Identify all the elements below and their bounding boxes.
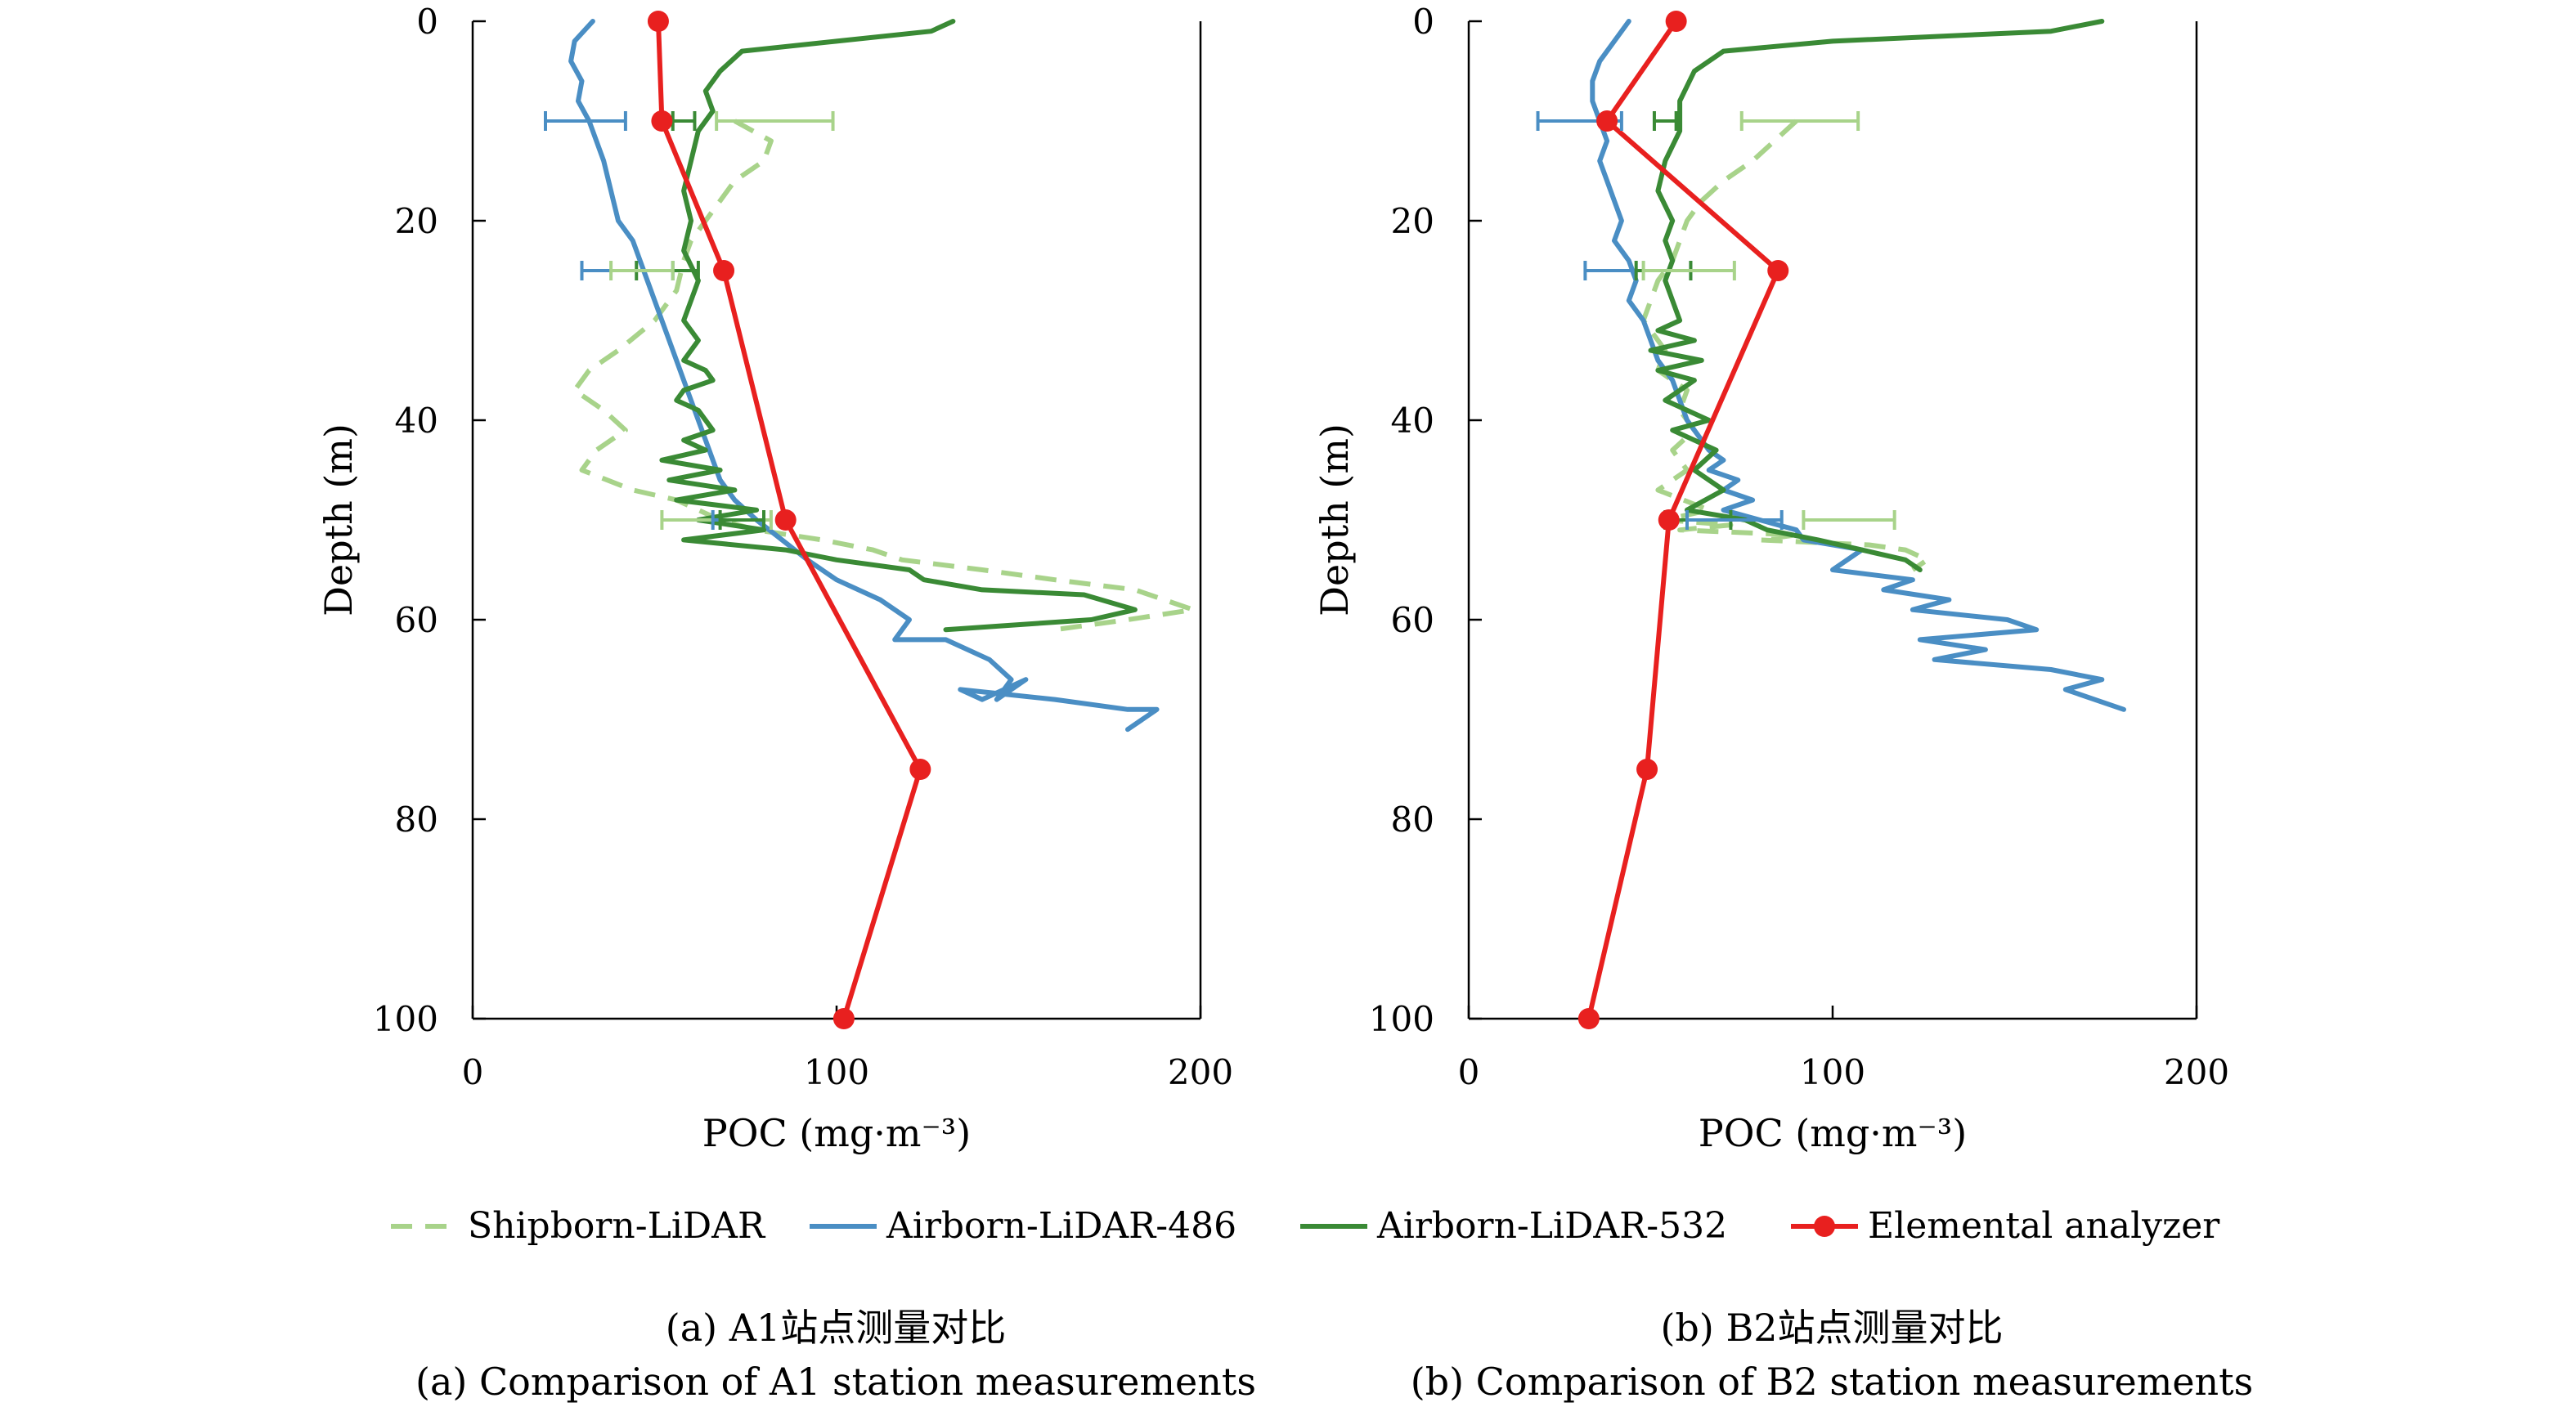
panel-a-x-tick-label: 0 [462, 1052, 484, 1092]
panel-b-y-axis-title: Depth (m) [1313, 423, 1357, 616]
panel-a-chart: 0 20 40 60 80 100 0 100 200 POC (mg·m⁻³) Depth (m) [316, 2, 1233, 1155]
panel-a-point-elemental-analyzer [713, 260, 735, 281]
panel-b-y-tick-label: 20 [1391, 201, 1434, 241]
panel-a-point-elemental-analyzer [909, 759, 931, 780]
legend-marker-elemental-analyzer [1814, 1216, 1835, 1237]
caption-a-en: (a) Comparison of A1 station measurement… [415, 1360, 1256, 1404]
legend-item-shipborn-lidar: Shipborn-LiDAR [391, 1205, 766, 1247]
panel-b-y-tick-label: 0 [1412, 2, 1434, 42]
panel-b-error-bar-airborn-lidar-486 [1685, 510, 1784, 530]
panel-a-y-tick-label: 60 [395, 600, 438, 640]
panel-b-y-tick-label: 100 [1369, 999, 1434, 1039]
panel-b-point-elemental-analyzer [1658, 509, 1680, 531]
panel-a-y-tick-label: 0 [416, 2, 438, 42]
panel-b-plot-area [1536, 19, 2126, 1021]
panel-a-y-tick-label: 20 [395, 201, 438, 241]
legend-label-shipborn-lidar: Shipborn-LiDAR [468, 1205, 766, 1247]
panel-a-x-tick-label: 200 [1168, 1052, 1233, 1092]
panel-b-point-elemental-analyzer [1767, 260, 1789, 281]
panel-b-point-elemental-analyzer [1596, 110, 1618, 132]
panel-a-error-bar-shipborn-lidar [715, 111, 835, 131]
legend-item-airborn-lidar-532: Airborn-LiDAR-532 [1300, 1205, 1727, 1247]
panel-a-point-elemental-analyzer [647, 11, 669, 32]
panel-a-series-airborn-lidar-486 [568, 19, 1160, 733]
panel-b-x-tick-label: 200 [2164, 1052, 2229, 1092]
panel-b-x-tick-label: 0 [1458, 1052, 1480, 1092]
legend-item-airborn-lidar-486: Airborn-LiDAR-486 [810, 1205, 1236, 1247]
panel-a-point-elemental-analyzer [774, 509, 797, 531]
legend-label-elemental-analyzer: Elemental analyzer [1868, 1205, 2220, 1247]
legend: Shipborn-LiDAR Airborn-LiDAR-486 Airborn… [391, 1205, 2220, 1247]
panel-b-series-elemental-analyzer [1586, 19, 1781, 1021]
panel-b-x-tick-label: 100 [1800, 1052, 1865, 1092]
panel-a-x-axis-title: POC (mg·m⁻³) [702, 1111, 971, 1155]
panel-b-series-airborn-lidar-486 [1590, 19, 2126, 712]
panel-a-series-elemental-analyzer [656, 19, 923, 1021]
panel-a-y-tick-label: 40 [395, 401, 438, 441]
caption-a-zh: (a) A1站点测量对比 [666, 1306, 1006, 1350]
panel-b-series-shipborn-lidar [1640, 119, 1930, 572]
panel-b-y-tick-label: 60 [1391, 600, 1434, 640]
panel-a-series-shipborn-lidar [572, 119, 1196, 633]
caption-b-en: (b) Comparison of B2 station measurement… [1411, 1360, 2254, 1404]
panel-b-point-elemental-analyzer [1636, 759, 1658, 780]
panel-a-y-axis-title: Depth (m) [316, 423, 361, 616]
legend-label-airborn-lidar-532: Airborn-LiDAR-532 [1376, 1205, 1727, 1247]
panel-a-series-airborn-lidar-532 [659, 19, 1138, 633]
caption-b-zh: (b) B2站点测量对比 [1660, 1306, 2003, 1350]
panel-a-error-bar-airborn-lidar-532 [671, 111, 697, 131]
panel-b-x-axis-title: POC (mg·m⁻³) [1699, 1111, 1967, 1155]
legend-item-elemental-analyzer: Elemental analyzer [1791, 1205, 2220, 1247]
panel-b-y-tick-label: 40 [1391, 401, 1434, 441]
panel-b-error-bar-shipborn-lidar [1641, 261, 1736, 280]
panel-b-chart: 0 20 40 60 80 100 0 100 200 POC (mg·m⁻³) Depth (m) [1313, 2, 2229, 1155]
panel-b-y-tick-label: 80 [1391, 800, 1434, 840]
panel-a-error-bar-shipborn-lidar [609, 261, 675, 280]
panel-a-y-tick-label: 100 [373, 999, 438, 1039]
panel-a-y-tick-label: 80 [395, 800, 438, 840]
panel-a-error-bar-airborn-lidar-486 [544, 111, 627, 131]
panel-a-plot-area [544, 19, 1196, 1021]
panel-b-error-bar-shipborn-lidar [1739, 111, 1860, 131]
panel-a-error-bar-airborn-lidar-532 [718, 510, 765, 530]
panel-a-point-elemental-analyzer [651, 110, 673, 132]
panel-b-point-elemental-analyzer [1665, 11, 1687, 32]
panel-b-series-airborn-lidar-532 [1648, 19, 2105, 572]
legend-label-airborn-lidar-486: Airborn-LiDAR-486 [886, 1205, 1236, 1247]
panel-b-error-bar-airborn-lidar-532 [1652, 111, 1678, 131]
panel-b-error-bar-shipborn-lidar [1802, 510, 1896, 530]
panel-b-point-elemental-analyzer [1577, 1008, 1600, 1029]
panel-a-point-elemental-analyzer [832, 1008, 855, 1029]
panel-a-x-tick-label: 100 [804, 1052, 869, 1092]
